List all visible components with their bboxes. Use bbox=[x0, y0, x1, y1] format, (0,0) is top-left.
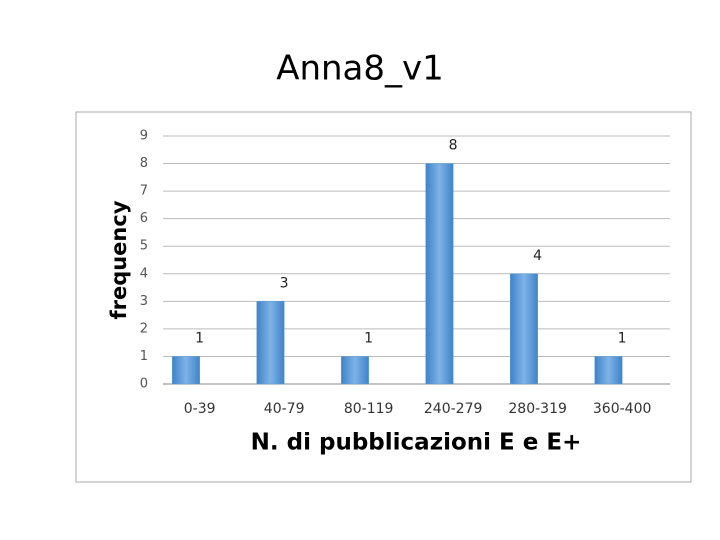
y-tick-label: 4 bbox=[140, 266, 148, 281]
y-tick-label: 9 bbox=[140, 129, 148, 144]
bar bbox=[256, 301, 285, 385]
data-label: 4 bbox=[533, 248, 542, 264]
x-tick-label: 80-119 bbox=[344, 401, 394, 417]
y-tick-label: 1 bbox=[140, 349, 148, 364]
y-tick-label: 3 bbox=[140, 294, 148, 309]
chart-title: Anna8_v1 bbox=[276, 49, 444, 89]
data-label: 3 bbox=[280, 275, 289, 291]
bar bbox=[594, 356, 623, 385]
y-tick-label: 2 bbox=[140, 321, 148, 336]
x-tick-label: 280-319 bbox=[508, 401, 567, 417]
data-label: 1 bbox=[364, 330, 373, 346]
y-tick-label: 6 bbox=[140, 211, 148, 226]
x-tick-label: 0-39 bbox=[184, 401, 216, 417]
x-tick-label: 360-400 bbox=[593, 401, 652, 417]
x-tick-label: 40-79 bbox=[264, 401, 305, 417]
x-tick-label: 240-279 bbox=[424, 401, 483, 417]
chart-frame bbox=[75, 111, 692, 483]
bar bbox=[172, 356, 200, 385]
data-label: 8 bbox=[449, 138, 458, 154]
bar bbox=[425, 163, 454, 385]
y-axis-label: frequency bbox=[107, 200, 131, 319]
bar bbox=[341, 356, 369, 385]
y-tick-label: 5 bbox=[140, 239, 148, 254]
data-label: 1 bbox=[195, 330, 204, 346]
data-label: 1 bbox=[618, 330, 627, 346]
x-axis-label: N. di pubblicazioni E e E+ bbox=[251, 430, 582, 456]
y-tick-label: 0 bbox=[140, 377, 148, 392]
bar bbox=[510, 273, 538, 385]
y-tick-label: 7 bbox=[140, 184, 148, 199]
y-tick-label: 8 bbox=[140, 156, 148, 171]
